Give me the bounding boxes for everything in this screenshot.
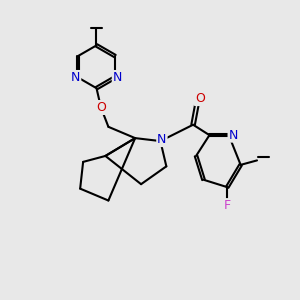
Text: O: O [96, 101, 106, 114]
Text: F: F [224, 199, 231, 212]
Text: N: N [113, 71, 122, 84]
Text: N: N [157, 133, 167, 146]
Text: N: N [71, 71, 80, 84]
Text: O: O [195, 92, 205, 105]
Text: N: N [229, 129, 238, 142]
